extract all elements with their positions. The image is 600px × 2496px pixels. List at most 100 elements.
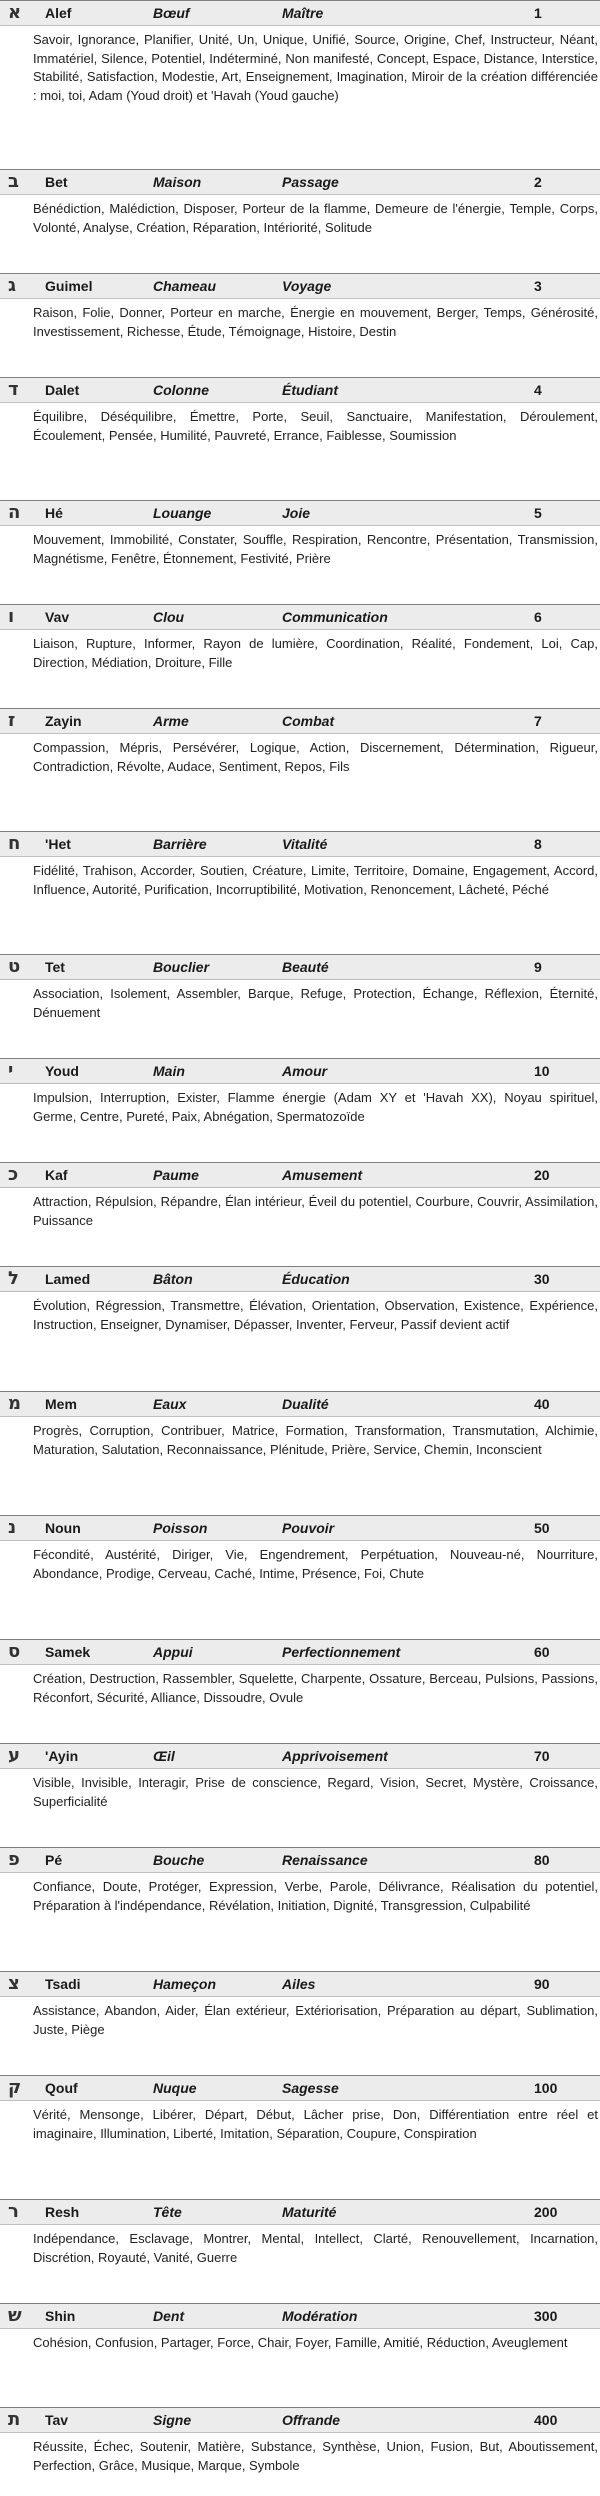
letter-keywords: Assistance, Abandon, Aider, Élan extérie…: [33, 2003, 598, 2037]
entry-header: ק Qouf Nuque Sagesse 100: [0, 2075, 600, 2101]
hebrew-letter: ה: [8, 502, 21, 523]
letter-keywords: Évolution, Régression, Transmettre, Élév…: [33, 1298, 598, 1332]
numeric-value: 400: [534, 2412, 558, 2428]
letter-name: Pé: [45, 1852, 63, 1868]
letter-symbol: Maison: [153, 174, 202, 190]
letter-keywords: Mouvement, Immobilité, Constater, Souffl…: [33, 532, 598, 566]
letter-name: Tsadi: [45, 1976, 81, 1992]
entry-header: ל Lamed Bâton Éducation 30: [0, 1266, 600, 1292]
letter-symbol: Bœuf: [153, 5, 190, 21]
letter-name: Kaf: [45, 1167, 68, 1183]
entry-pe: פ Pé Bouche Renaissance 80 Confiance, Do…: [0, 1847, 600, 1971]
numeric-value: 7: [534, 713, 542, 729]
hebrew-letter: פ: [8, 1849, 20, 1870]
letter-keywords: Équilibre, Déséquilibre, Émettre, Porte,…: [33, 409, 598, 443]
numeric-value: 10: [534, 1063, 550, 1079]
hebrew-letter: ת: [8, 2409, 21, 2430]
entry-noun: נ Noun Poisson Pouvoir 50 Fécondité, Aus…: [0, 1515, 600, 1639]
hebrew-letter: ל: [8, 1268, 19, 1289]
letter-symbol: Main: [153, 1063, 185, 1079]
letter-concept: Pouvoir: [282, 1520, 335, 1536]
entry-header: מ Mem Eaux Dualité 40: [0, 1391, 600, 1417]
letter-name: Tav: [45, 2412, 69, 2428]
numeric-value: 300: [534, 2308, 558, 2324]
letter-name: Qouf: [45, 2080, 78, 2096]
numeric-value: 4: [534, 382, 542, 398]
entry-header: ו Vav Clou Communication 6: [0, 604, 600, 630]
letter-name: Vav: [45, 609, 70, 625]
letter-symbol: Chameau: [153, 278, 217, 294]
entry-shin: ש Shin Dent Modération 300 Cohésion, Con…: [0, 2303, 600, 2407]
letter-concept: Ailes: [282, 1976, 316, 1992]
hebrew-letter: א: [8, 2, 22, 23]
hebrew-letter: ע: [8, 1745, 20, 1766]
entry-ayin: ע 'Ayin Œil Apprivoisement 70 Visible, I…: [0, 1743, 600, 1847]
entry-header: ה Hé Louange Joie 5: [0, 500, 600, 526]
entry-header: ט Tet Bouclier Beauté 9: [0, 954, 600, 980]
numeric-value: 6: [534, 609, 542, 625]
letter-concept: Éducation: [282, 1271, 350, 1287]
hebrew-letter: ט: [8, 956, 21, 977]
letter-name: Bet: [45, 174, 68, 190]
letter-concept: Maturité: [282, 2204, 337, 2220]
letter-keywords: Bénédiction, Malédiction, Disposer, Port…: [33, 201, 598, 235]
letter-symbol: Bouclier: [153, 959, 210, 975]
entry-header: ת Tav Signe Offrande 400: [0, 2407, 600, 2433]
entry-header: ז Zayin Arme Combat 7: [0, 708, 600, 734]
numeric-value: 40: [534, 1396, 550, 1412]
entry-header: י Youd Main Amour 10: [0, 1058, 600, 1084]
letter-name: Noun: [45, 1520, 81, 1536]
numeric-value: 9: [534, 959, 542, 975]
entry-header: ש Shin Dent Modération 300: [0, 2303, 600, 2329]
letter-keywords: Progrès, Corruption, Contribuer, Matrice…: [33, 1423, 598, 1457]
letter-symbol: Bouche: [153, 1852, 205, 1868]
letter-name: 'Ayin: [45, 1748, 79, 1764]
letter-concept: Maître: [282, 5, 324, 21]
hebrew-letter: מ: [8, 1393, 22, 1414]
letter-symbol: Œil: [153, 1748, 175, 1764]
letter-keywords: Association, Isolement, Assembler, Barqu…: [33, 986, 598, 1020]
numeric-value: 80: [534, 1852, 550, 1868]
letter-keywords: Attraction, Répulsion, Répandre, Élan in…: [33, 1194, 598, 1228]
letter-keywords: Réussite, Échec, Soutenir, Matière, Subs…: [33, 2439, 598, 2473]
entry-tsadi: צ Tsadi Hameçon Ailes 90 Assistance, Aba…: [0, 1971, 600, 2075]
letter-concept: Dualité: [282, 1396, 329, 1412]
entry-header: ר Resh Tête Maturité 200: [0, 2199, 600, 2225]
numeric-value: 3: [534, 278, 542, 294]
entry-resh: ר Resh Tête Maturité 200 Indépendance, E…: [0, 2199, 600, 2303]
letter-keywords: Cohésion, Confusion, Partager, Force, Ch…: [33, 2335, 568, 2350]
letter-concept: Modération: [282, 2308, 358, 2324]
hebrew-letter: ג: [8, 275, 17, 296]
letter-symbol: Bâton: [153, 1271, 193, 1287]
entry-zayin: ז Zayin Arme Combat 7 Compassion, Mépris…: [0, 708, 600, 831]
letter-name: Resh: [45, 2204, 80, 2220]
letter-keywords: Fécondité, Austérité, Diriger, Vie, Enge…: [33, 1547, 598, 1581]
entry-dalet: ד Dalet Colonne Étudiant 4 Équilibre, Dé…: [0, 377, 600, 500]
hebrew-letter: נ: [8, 1517, 17, 1538]
letter-symbol: Louange: [153, 505, 212, 521]
numeric-value: 50: [534, 1520, 550, 1536]
entry-header: ס Samek Appui Perfectionnement 60: [0, 1639, 600, 1665]
entry-header: פ Pé Bouche Renaissance 80: [0, 1847, 600, 1873]
numeric-value: 2: [534, 174, 542, 190]
numeric-value: 8: [534, 836, 542, 852]
hebrew-letter: ד: [8, 379, 19, 400]
entry-alef: א Alef Bœuf Maître 1 Savoir, Ignorance, …: [0, 0, 600, 169]
letter-name: Samek: [45, 1644, 91, 1660]
numeric-value: 30: [534, 1271, 550, 1287]
letter-concept: Sagesse: [282, 2080, 339, 2096]
letter-keywords: Visible, Invisible, Interagir, Prise de …: [33, 1775, 598, 1809]
entry-tav: ת Tav Signe Offrande 400 Réussite, Échec…: [0, 2407, 600, 2491]
letter-concept: Passage: [282, 174, 339, 190]
letter-name: Youd: [45, 1063, 79, 1079]
letter-symbol: Barrière: [153, 836, 207, 852]
letter-name: Tet: [45, 959, 65, 975]
letter-keywords: Liaison, Rupture, Informer, Rayon de lum…: [33, 636, 598, 670]
letter-symbol: Paume: [153, 1167, 199, 1183]
letter-symbol: Signe: [153, 2412, 192, 2428]
letter-keywords: Compassion, Mépris, Persévérer, Logique,…: [33, 740, 598, 774]
letter-name: Guimel: [45, 278, 93, 294]
letter-keywords: Confiance, Doute, Protéger, Expression, …: [33, 1879, 598, 1913]
letter-keywords: Création, Destruction, Rassembler, Squel…: [33, 1671, 598, 1705]
